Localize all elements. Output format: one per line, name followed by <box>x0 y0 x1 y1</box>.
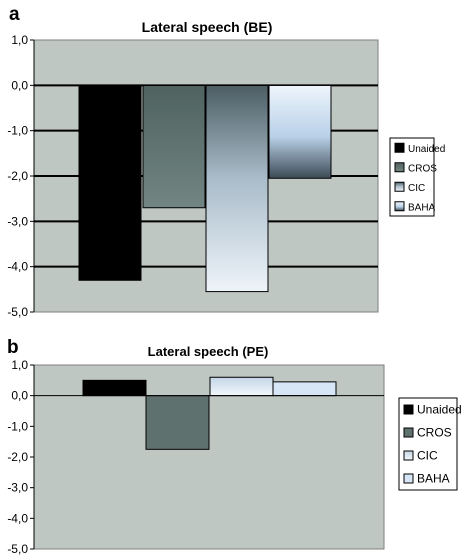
bar-cros <box>145 395 210 450</box>
legend-swatch <box>394 201 405 212</box>
bar-cros <box>142 84 206 209</box>
y-tick-label: -5,0 <box>7 305 28 319</box>
legend-label: Unaided <box>408 144 445 155</box>
y-tick-label: 0,0 <box>11 389 28 403</box>
panel-label: a <box>9 4 20 25</box>
bar-baha <box>272 381 337 397</box>
bar-unaided <box>82 379 147 397</box>
legend-label: BAHA <box>408 202 436 213</box>
panel-label: b <box>7 337 19 358</box>
y-tick-label: 1,0 <box>11 33 28 47</box>
legend-label: Unaided <box>417 403 462 417</box>
y-tick-label: -2,0 <box>7 450 28 464</box>
y-tick-label: -2,0 <box>7 169 28 183</box>
legend-swatch <box>403 427 414 438</box>
y-tick-label: -4,0 <box>7 511 28 525</box>
bar-cic <box>205 84 269 293</box>
bar-unaided <box>78 84 142 281</box>
chart-title: Lateral speech (PE) <box>148 344 269 359</box>
legend-label: BAHA <box>417 472 450 486</box>
y-tick-label: -3,0 <box>7 214 28 228</box>
y-tick-label: 0,0 <box>11 78 28 92</box>
legend-swatch <box>394 181 405 192</box>
legend: Unaided CROS CIC BAHA <box>398 397 462 491</box>
legend-label: CIC <box>408 183 425 194</box>
legend-swatch <box>403 404 414 415</box>
y-tick-label: -5,0 <box>7 542 28 556</box>
chart-panel-b: b Lateral speech (PE) 1,0 0,0 -1,0 -2,0 -3,0 -4… <box>7 337 462 556</box>
legend: Unaided CROS CIC BAHA <box>389 137 445 217</box>
legend-label: CIC <box>417 449 438 463</box>
bar-cic <box>209 376 274 397</box>
legend-swatch <box>394 142 405 153</box>
legend-swatch <box>403 450 414 461</box>
y-tick-label: -3,0 <box>7 481 28 495</box>
legend-swatch <box>403 473 414 484</box>
y-tick-label: -1,0 <box>7 419 28 433</box>
legend-label: CROS <box>408 163 437 174</box>
y-tick-label: -1,0 <box>7 124 28 138</box>
legend-label: CROS <box>417 426 452 440</box>
y-tick-label: 1,0 <box>11 358 28 372</box>
y-tick-label: -4,0 <box>7 260 28 274</box>
bar-baha <box>268 84 332 179</box>
chart-title: Lateral speech (BE) <box>142 19 273 35</box>
legend-box <box>389 137 435 217</box>
chart-panel-a: a Lateral speech (BE) 1,0 0,0 -1,0 -2,0 -3,0 -4… <box>7 4 445 319</box>
legend-swatch <box>394 162 405 173</box>
